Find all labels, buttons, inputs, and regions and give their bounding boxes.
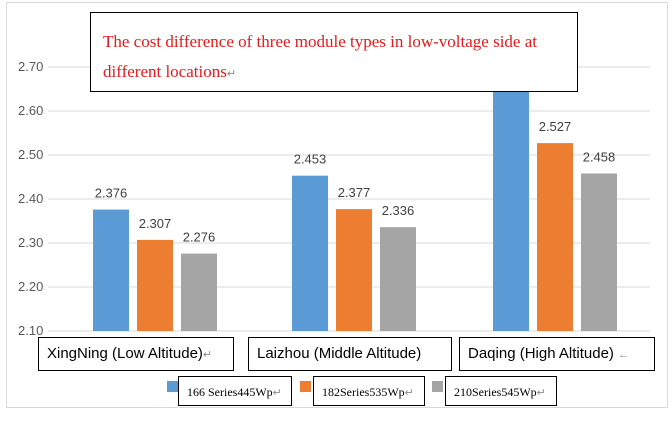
legend-item-182: 182Series535Wp↵	[313, 376, 425, 406]
chart-title-box: The cost difference of three module type…	[90, 12, 578, 92]
bar	[581, 173, 617, 331]
data-label: 2.376	[95, 186, 128, 201]
y-tick-label: 2.50	[18, 147, 43, 162]
bar	[493, 88, 529, 332]
bar	[537, 143, 573, 331]
paragraph-mark: ↵	[404, 387, 414, 399]
legend-item-210: 210Series545Wp↵	[445, 376, 557, 406]
category-label-daqing: Daqing (High Altitude) ←	[459, 337, 655, 371]
data-label: 2.336	[382, 203, 415, 218]
y-tick-label: 2.10	[18, 323, 43, 338]
data-label: 2.527	[539, 119, 572, 134]
category-label-xingning: XingNing (Low Altitude)↵	[38, 337, 234, 371]
paragraph-mark: ↵	[226, 68, 237, 80]
data-label: 2.458	[583, 149, 616, 164]
legend-swatch-182	[300, 381, 311, 392]
y-axis-ticks: 2.10 2.20 2.30 2.40 2.50 2.60 2.70	[18, 59, 43, 338]
bar	[380, 227, 416, 331]
bar	[292, 175, 328, 331]
legend-item-166: 166 Series445Wp↵	[178, 376, 292, 406]
category-label-laizhou: Laizhou (Middle Altitude)	[248, 337, 452, 371]
data-labels: 2.376 2.307 2.276 2.453 2.377 2.336 2.527 2.458	[95, 119, 616, 244]
paragraph-mark: ↵	[202, 349, 213, 361]
y-tick-label: 2.30	[18, 235, 43, 250]
y-tick-label: 2.70	[18, 59, 43, 74]
paragraph-mark: ↵	[272, 387, 282, 399]
bar	[336, 209, 372, 331]
data-label: 2.377	[338, 185, 371, 200]
y-tick-label: 2.60	[18, 103, 43, 118]
bars	[93, 88, 617, 332]
paragraph-mark: ↵	[536, 387, 546, 399]
legend-swatch-166	[167, 381, 178, 392]
data-label: 2.307	[139, 216, 172, 231]
y-tick-label: 2.20	[18, 279, 43, 294]
bar	[93, 209, 129, 331]
chart-title: The cost difference of three module type…	[103, 32, 537, 81]
legend-swatch-210	[432, 381, 443, 392]
y-tick-label: 2.40	[18, 191, 43, 206]
bar	[181, 253, 217, 331]
bar	[137, 239, 173, 331]
arrow-mark: ←	[618, 349, 630, 361]
data-label: 2.453	[294, 152, 327, 167]
data-label: 2.276	[183, 230, 216, 245]
